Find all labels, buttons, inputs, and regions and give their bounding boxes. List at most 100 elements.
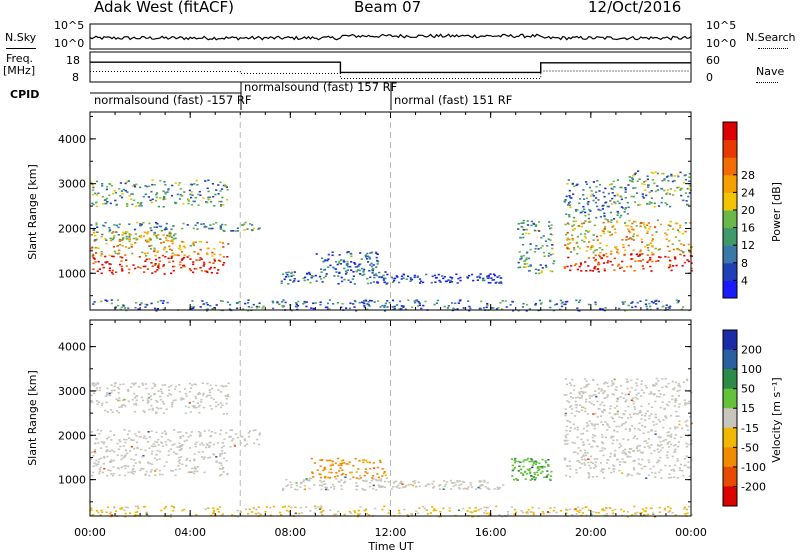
x-tick-label: 04:00 (174, 526, 206, 539)
velocity-region-5 (390, 479, 505, 490)
power-colorbar-swatch (723, 157, 737, 176)
velocity-ylabel: Slant Range [km] (26, 370, 39, 466)
power-colorbar-swatch (723, 122, 737, 141)
power-colorbar-swatch (723, 174, 737, 193)
velocity-y-tick-label: 2000 (58, 429, 86, 442)
velocity-panel-frame (89, 319, 692, 517)
power-colorbar-swatch (723, 210, 737, 229)
velocity-y-tick-label: 4000 (58, 341, 86, 354)
power-y-tick-label: 2000 (58, 222, 86, 235)
power-colorbar-swatch (723, 227, 737, 246)
power-colorbar-swatch (723, 245, 737, 264)
power-region-6 (315, 251, 380, 273)
freq-panel-frame (89, 51, 692, 83)
cpid-segment-2: normalsound (fast) 157 RF (244, 80, 398, 94)
frequency-line (90, 61, 691, 74)
nave-tick-bottom: 0 (706, 71, 713, 84)
power-y-tick-label: 3000 (58, 178, 86, 191)
nave-label: Nave (756, 65, 785, 78)
cpid-segment-1: normalsound (fast) -157 RF (94, 93, 252, 107)
power-region-2 (90, 231, 177, 242)
power-region-8 (517, 219, 556, 275)
velocity-colorbar-swatch (723, 486, 737, 507)
velocity-colorbar-tick-label: 50 (741, 383, 755, 396)
nsky-line (89, 33, 692, 41)
x-tick-label: 20:00 (575, 526, 607, 539)
power-colorbar-tick-label: 12 (741, 239, 755, 252)
velocity-colorbar-swatch (723, 330, 737, 351)
power-colorbar-tick-label: 4 (741, 274, 748, 287)
power-region-11 (563, 179, 630, 221)
nave-legend-line (756, 82, 778, 83)
x-tick-label: 12:00 (375, 526, 407, 539)
velocity-region-3 (281, 477, 390, 491)
nsearch-tick-top: 10^5 (706, 19, 737, 32)
xaxis-label: Time UT (367, 540, 413, 553)
velocity-colorbar-tick-label: -100 (741, 461, 766, 474)
velocity-region-2 (90, 382, 230, 415)
station-title: Adak West (fitACF) (94, 0, 234, 16)
velocity-colorbar-tick-label: -15 (741, 422, 759, 435)
power-data-layer (90, 170, 693, 312)
velocity-colorbar: 200 100 50 15 -15 -50 -100 -200 (722, 329, 766, 507)
velocity-y-tick-label: 1000 (58, 474, 86, 487)
freq-label: Freq. (6, 52, 34, 65)
power-region-10 (564, 219, 693, 255)
velocity-region-6 (510, 457, 553, 481)
nsearch-legend-line (758, 48, 788, 49)
power-colorbar-label: Power [dB] (770, 182, 783, 242)
nsky-label: N.Sky (5, 31, 37, 44)
velocity-colorbar-swatch (723, 427, 737, 448)
nsky-tick-top: 10^5 (54, 19, 85, 32)
power-region-3 (90, 221, 261, 233)
velocity-colorbar-swatch (723, 388, 737, 409)
power-region-7 (390, 273, 503, 284)
x-tick-label: 08:00 (274, 526, 306, 539)
velocity-colorbar-tick-label: 15 (741, 402, 755, 415)
parameter-change-lines (239, 112, 391, 516)
velocity-colorbar-swatch (723, 447, 737, 468)
velocity-colorbar-frame (722, 329, 738, 507)
power-region-9 (563, 253, 693, 273)
velocity-colorbar-tick-label: 100 (741, 363, 762, 376)
freq-unit-label: [MHz] (3, 64, 36, 77)
velocity-region-7 (563, 422, 693, 479)
axes-layer: 00:00 04:00 08:00 12:00 16:00 20:00 00:00 1000 2… (58, 112, 707, 539)
power-colorbar-tick-label: 16 (741, 222, 755, 235)
power-colorbar-swatch (723, 192, 737, 211)
power-region-1 (90, 240, 230, 257)
freq-tick-bottom: 8 (72, 71, 79, 84)
nave-line (90, 70, 691, 79)
freq-tick-top: 18 (66, 54, 80, 67)
x-tick-label: 16:00 (475, 526, 507, 539)
power-colorbar: 4 8 12 16 20 24 28 (722, 121, 755, 299)
velocity-colorbar-tick-label: -200 (741, 480, 766, 493)
velocity-region-0 (90, 446, 229, 477)
power-colorbar-swatch (723, 139, 737, 158)
power-region-0 (91, 255, 229, 275)
cpid-segment-3: normal (fast) 151 RF (394, 93, 513, 107)
velocity-colorbar-label: Velocity [m s⁻¹] (770, 377, 783, 462)
power-region-5 (280, 271, 389, 285)
power-colorbar-tick-label: 8 (741, 257, 748, 270)
velocity-colorbar-swatch (723, 408, 737, 429)
velocity-data-layer (90, 377, 693, 518)
power-colorbar-swatch (723, 262, 737, 281)
velocity-region-4 (310, 457, 387, 479)
cpid-label: CPID (10, 88, 40, 101)
nave-tick-top: 60 (706, 54, 720, 67)
power-colorbar-tick-label: 28 (741, 169, 755, 182)
nsearch-label: N.Search (746, 31, 796, 44)
power-region-12 (628, 170, 692, 208)
date-title: 12/Oct/2016 (588, 0, 682, 16)
velocity-colorbar-tick-label: 200 (741, 344, 762, 357)
velocity-colorbar-tick-label: -50 (741, 441, 759, 454)
velocity-region-1 (90, 429, 261, 448)
velocity-region-8 (563, 377, 693, 424)
power-y-tick-label: 4000 (58, 133, 86, 146)
freq-trace (90, 61, 691, 79)
x-tick-label: 00:00 (74, 526, 106, 539)
nsky-tick-bottom: 10^0 (54, 37, 85, 50)
nsky-label-underline (6, 48, 36, 49)
